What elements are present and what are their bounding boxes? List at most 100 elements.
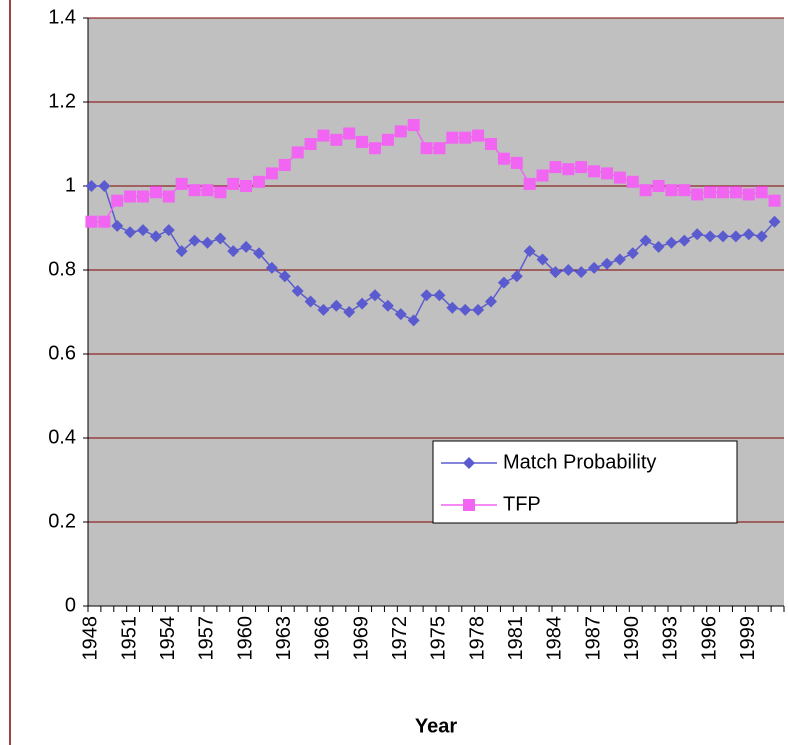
marker <box>523 245 536 258</box>
marker <box>85 215 98 228</box>
marker <box>678 234 691 247</box>
marker <box>240 240 253 253</box>
legend-box <box>432 440 738 524</box>
marker <box>562 163 575 176</box>
marker <box>768 194 781 207</box>
marker <box>717 230 729 243</box>
y-tick-label: 1 <box>65 174 76 196</box>
marker <box>343 306 356 318</box>
legend-label: TFP <box>503 493 541 515</box>
marker <box>98 215 111 228</box>
marker <box>253 175 265 188</box>
marker <box>407 119 420 132</box>
legend: Match Probability TFP <box>432 440 738 524</box>
marker <box>717 186 729 199</box>
marker <box>291 146 304 159</box>
y-tick-label: 1.4 <box>48 6 76 28</box>
marker <box>356 135 369 148</box>
y-tick-label: 1.2 <box>48 90 76 112</box>
marker <box>497 276 510 289</box>
marker <box>433 142 446 155</box>
x-tick-label: 1981 <box>505 616 527 661</box>
x-tick-label: 1966 <box>312 616 334 661</box>
marker <box>704 230 717 243</box>
marker <box>265 261 278 274</box>
y-tick-label: 0 <box>65 594 76 616</box>
marker <box>369 289 381 302</box>
legend-marker <box>463 499 475 511</box>
marker <box>98 180 111 192</box>
x-tick-label: 1996 <box>698 616 720 661</box>
marker <box>446 301 459 314</box>
marker <box>291 285 304 297</box>
marker <box>588 261 601 274</box>
marker <box>175 177 188 190</box>
marker <box>188 184 201 197</box>
x-tick-label: 1957 <box>196 616 218 661</box>
marker <box>639 184 652 197</box>
marker <box>497 152 510 165</box>
x-tick-label: 1960 <box>234 616 256 661</box>
marker <box>601 257 613 270</box>
marker <box>304 138 317 150</box>
marker <box>111 194 124 207</box>
marker <box>124 226 137 239</box>
marker <box>162 224 175 237</box>
marker <box>356 297 369 310</box>
marker <box>420 289 433 302</box>
x-tick-label: 1975 <box>428 616 450 661</box>
marker <box>691 228 704 241</box>
x-axis-title: Year <box>415 715 457 737</box>
marker <box>214 232 227 245</box>
marker <box>768 215 781 228</box>
marker <box>201 184 214 197</box>
marker <box>137 190 149 203</box>
marker <box>253 247 265 260</box>
marker <box>343 127 356 140</box>
marker <box>575 266 588 279</box>
marker <box>485 295 497 308</box>
marker <box>381 133 394 146</box>
marker <box>729 186 742 199</box>
marker <box>652 180 665 192</box>
marker <box>562 264 575 276</box>
marker <box>214 186 227 199</box>
marker <box>755 186 768 199</box>
marker <box>394 125 407 138</box>
marker <box>678 184 691 197</box>
x-tick-label: 1999 <box>737 616 759 661</box>
marker <box>510 270 523 283</box>
marker <box>626 175 639 188</box>
marker <box>240 180 253 192</box>
marker <box>665 184 678 197</box>
marker <box>394 308 407 321</box>
marker <box>704 186 717 199</box>
marker <box>433 289 446 302</box>
marker <box>459 131 472 144</box>
marker <box>407 314 420 327</box>
x-tick-label: 1990 <box>621 616 643 661</box>
marker <box>510 156 523 169</box>
marker <box>278 159 291 171</box>
x-tick-label: 1954 <box>157 616 179 661</box>
marker <box>111 219 124 232</box>
marker <box>601 167 613 180</box>
marker <box>665 236 678 249</box>
marker <box>304 295 317 308</box>
y-tick-label: 0.8 <box>48 258 76 280</box>
marker <box>317 303 330 316</box>
marker <box>188 234 201 247</box>
marker <box>124 190 137 203</box>
marker <box>137 224 149 237</box>
marker <box>472 129 485 142</box>
marker <box>742 228 755 241</box>
y-tick-label: 0.2 <box>48 510 76 532</box>
marker <box>330 133 343 146</box>
legend-marker <box>463 457 475 469</box>
marker <box>227 245 240 258</box>
marker <box>549 266 562 279</box>
x-tick-label: 1969 <box>350 616 372 661</box>
marker <box>420 142 433 155</box>
marker <box>639 234 652 247</box>
